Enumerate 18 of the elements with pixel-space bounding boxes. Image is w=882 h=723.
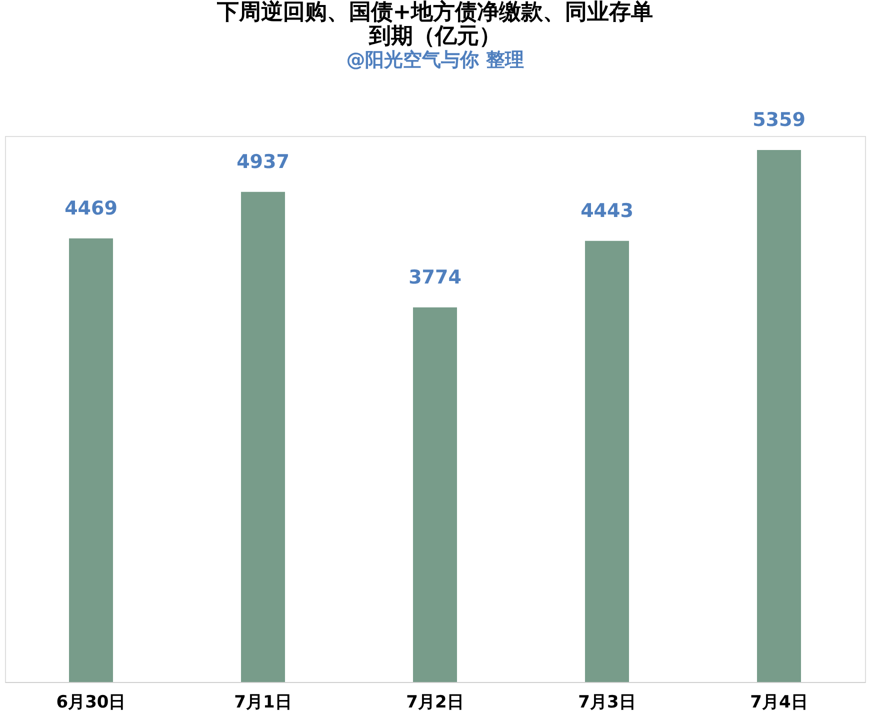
x-tick-label: 6月30日 bbox=[56, 692, 126, 712]
x-tick-label: 7月2日 bbox=[406, 692, 464, 712]
x-tick-label: 7月3日 bbox=[578, 692, 636, 712]
x-tick-label: 7月4日 bbox=[750, 692, 808, 712]
bar bbox=[585, 240, 629, 682]
chart-subtitle: @阳光空气与你 整理 bbox=[346, 48, 524, 71]
bar bbox=[241, 192, 285, 682]
bar bbox=[757, 150, 801, 682]
text: 下周逆回购、国债+地方债净缴款、同业存单 bbox=[216, 0, 654, 25]
data-label: 3774 bbox=[408, 266, 462, 288]
x-tick-label: 7月1日 bbox=[234, 692, 292, 712]
text: 到期（亿元） bbox=[369, 24, 501, 49]
data-label: 5359 bbox=[752, 108, 806, 131]
data-label: 4937 bbox=[236, 150, 290, 173]
data-label: 4443 bbox=[580, 200, 634, 222]
bar bbox=[69, 238, 113, 682]
data-label: 4469 bbox=[64, 197, 118, 220]
bar bbox=[413, 307, 457, 682]
